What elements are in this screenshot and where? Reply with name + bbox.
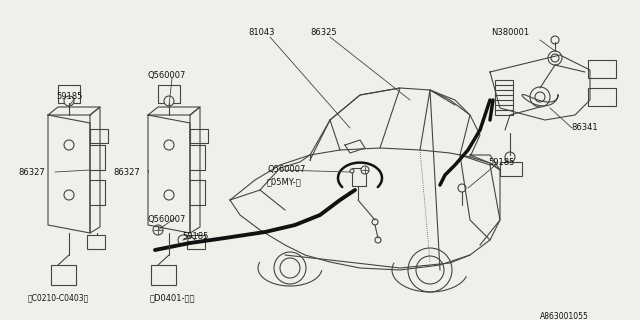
Text: A863001055: A863001055 bbox=[540, 312, 589, 320]
Circle shape bbox=[64, 96, 74, 106]
Bar bbox=[51, 265, 76, 285]
Bar bbox=[190, 129, 208, 143]
Bar bbox=[151, 265, 176, 285]
Text: 59185: 59185 bbox=[488, 158, 515, 167]
Text: Q560007: Q560007 bbox=[267, 165, 305, 174]
Circle shape bbox=[458, 184, 466, 192]
Bar bbox=[500, 162, 522, 176]
Bar bbox=[187, 235, 205, 249]
Circle shape bbox=[64, 140, 74, 150]
Circle shape bbox=[548, 51, 562, 65]
Bar bbox=[87, 235, 105, 249]
Text: 86327: 86327 bbox=[18, 168, 45, 177]
Circle shape bbox=[505, 152, 515, 162]
Bar bbox=[58, 85, 80, 103]
Circle shape bbox=[551, 54, 559, 62]
Text: 81043: 81043 bbox=[248, 28, 275, 37]
Circle shape bbox=[164, 96, 174, 106]
Circle shape bbox=[178, 235, 188, 245]
Circle shape bbox=[153, 225, 163, 235]
Text: 86325: 86325 bbox=[310, 28, 337, 37]
Circle shape bbox=[274, 252, 306, 284]
Circle shape bbox=[164, 190, 174, 200]
Circle shape bbox=[416, 256, 444, 284]
Bar bbox=[90, 129, 108, 143]
Circle shape bbox=[280, 258, 300, 278]
Bar bbox=[588, 88, 616, 106]
Circle shape bbox=[551, 36, 559, 44]
Text: 59185: 59185 bbox=[56, 92, 83, 101]
Text: Q560007: Q560007 bbox=[148, 215, 186, 224]
Text: （C0210-C0403）: （C0210-C0403） bbox=[28, 293, 89, 302]
Text: 86341: 86341 bbox=[571, 123, 598, 132]
Bar bbox=[495, 80, 513, 115]
Circle shape bbox=[535, 92, 545, 102]
Text: （05MY-）: （05MY-） bbox=[267, 177, 301, 186]
Circle shape bbox=[408, 248, 452, 292]
Text: Q560007: Q560007 bbox=[148, 71, 186, 80]
Circle shape bbox=[361, 166, 369, 174]
Text: （D0401-　）: （D0401- ） bbox=[150, 293, 195, 302]
Circle shape bbox=[375, 237, 381, 243]
Polygon shape bbox=[490, 55, 590, 120]
Bar bbox=[158, 85, 180, 103]
Bar bbox=[352, 168, 366, 186]
Circle shape bbox=[164, 140, 174, 150]
Circle shape bbox=[350, 169, 354, 173]
Circle shape bbox=[530, 87, 550, 107]
Bar bbox=[588, 60, 616, 78]
Circle shape bbox=[372, 219, 378, 225]
Circle shape bbox=[64, 190, 74, 200]
Text: 59185: 59185 bbox=[182, 232, 209, 241]
Text: 86327: 86327 bbox=[113, 168, 140, 177]
Text: N380001: N380001 bbox=[491, 28, 529, 37]
